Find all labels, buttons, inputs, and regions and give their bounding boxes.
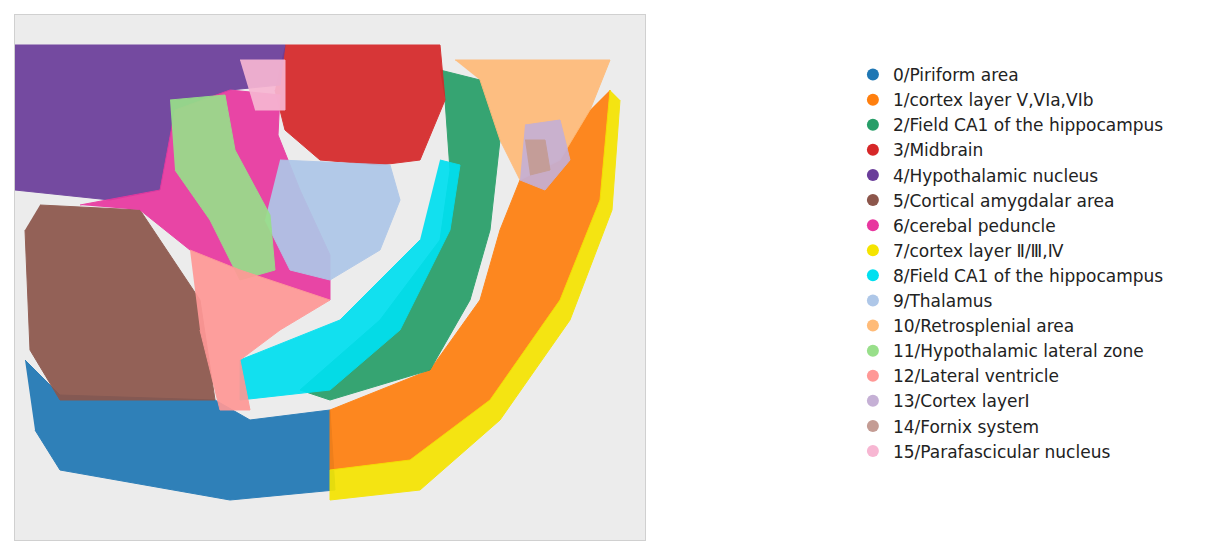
svg-text:9/Thalamus: 9/Thalamus [893,291,993,311]
svg-text:1/cortex layer V,VIa,VIb: 1/cortex layer V,VIa,VIb [893,90,1094,110]
svg-text:10/Retrosplenial area: 10/Retrosplenial area [893,316,1074,336]
svg-text:11/Hypothalamic lateral zone: 11/Hypothalamic lateral zone [893,341,1144,361]
svg-text:14/Fornix system: 14/Fornix system [893,417,1039,437]
svg-text:5/Cortical amygdalar area: 5/Cortical amygdalar area [893,191,1115,211]
svg-text:7/cortex layer Ⅱ/Ⅲ,Ⅳ: 7/cortex layer Ⅱ/Ⅲ,Ⅳ [893,241,1064,261]
svg-text:8/Field CA1 of the hippocampus: 8/Field CA1 of the hippocampus [893,266,1163,286]
svg-text:12/Lateral ventricle: 12/Lateral ventricle [893,366,1059,386]
svg-text:4/Hypothalamic nucleus: 4/Hypothalamic nucleus [893,166,1098,186]
svg-text:2/Field CA1 of the hippocampus: 2/Field CA1 of the hippocampus [893,115,1163,135]
svg-text:3/Midbrain: 3/Midbrain [893,140,983,160]
svg-text:0/Piriform area: 0/Piriform area [893,65,1019,85]
svg-text:15/Parafascicular nucleus: 15/Parafascicular nucleus [893,442,1111,462]
svg-text:6/cerebal peduncle: 6/cerebal peduncle [893,216,1056,236]
svg-text:13/Cortex layerI: 13/Cortex layerI [893,391,1030,411]
